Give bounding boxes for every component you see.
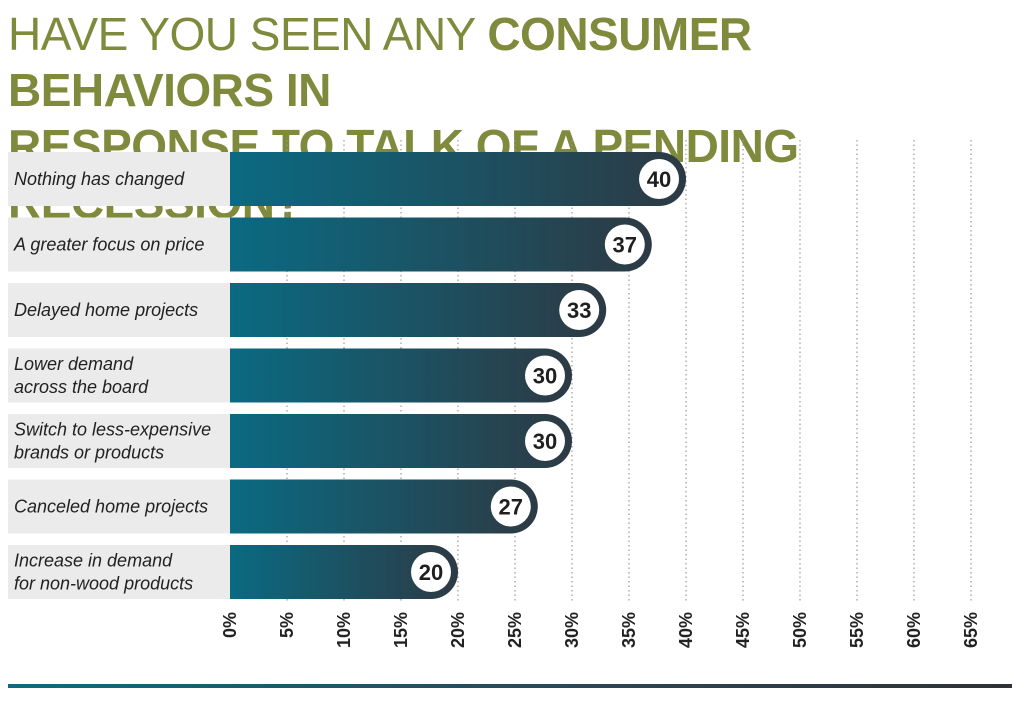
category-label-bg bbox=[8, 283, 230, 337]
value-label: 33 bbox=[567, 298, 591, 323]
value-label: 40 bbox=[647, 167, 671, 192]
x-tick-label: 65% bbox=[961, 612, 981, 648]
category-label: Delayed home projects bbox=[14, 300, 198, 320]
x-tick-label: 15% bbox=[391, 612, 411, 648]
value-label: 30 bbox=[533, 429, 557, 454]
category-label-bg bbox=[8, 545, 230, 599]
x-tick-label: 35% bbox=[619, 612, 639, 648]
x-tick-label: 25% bbox=[505, 612, 525, 648]
category-label: A greater focus on price bbox=[13, 235, 204, 255]
bar bbox=[230, 414, 572, 468]
value-label: 37 bbox=[613, 233, 637, 258]
bar bbox=[230, 283, 607, 337]
value-label: 30 bbox=[533, 364, 557, 389]
x-tick-label: 0% bbox=[220, 612, 240, 638]
bar bbox=[230, 479, 538, 534]
bars: 40 37 33 30 30 27 20 bbox=[230, 152, 686, 599]
x-tick-label: 40% bbox=[676, 612, 696, 648]
x-tick-label: 20% bbox=[448, 612, 468, 648]
category-label-bg bbox=[8, 479, 230, 534]
value-badge bbox=[604, 224, 645, 265]
x-tick-label: 30% bbox=[562, 612, 582, 648]
value-badge bbox=[490, 486, 531, 527]
category-label: Nothing has changed bbox=[14, 169, 185, 189]
bar bbox=[230, 348, 572, 403]
value-badge bbox=[639, 159, 679, 199]
category-label: for non-wood products bbox=[14, 574, 193, 594]
value-label: 20 bbox=[419, 560, 443, 585]
value-badge bbox=[559, 290, 600, 330]
category-label-bg bbox=[8, 348, 230, 403]
category-label: Increase in demand bbox=[14, 551, 173, 571]
category-label-bg bbox=[8, 217, 230, 272]
category-label: across the board bbox=[14, 377, 149, 397]
value-badge bbox=[525, 355, 565, 396]
bar bbox=[230, 152, 686, 206]
bottom-divider bbox=[8, 684, 1012, 688]
x-tick-label: 45% bbox=[733, 612, 753, 648]
bar bbox=[230, 217, 652, 272]
value-label: 27 bbox=[499, 495, 523, 520]
category-label: brands or products bbox=[14, 443, 164, 463]
x-tick-label: 50% bbox=[790, 612, 810, 648]
bar-chart: Nothing has changed A greater focus on pr… bbox=[8, 140, 981, 648]
category-labels: Nothing has changed A greater focus on pr… bbox=[8, 152, 230, 599]
x-axis-tick-labels: 0% 5% 10% 15% 20% 25% 30% 35% 40% 45% 50% 55% 60% 65% bbox=[220, 612, 981, 648]
chart-title-light: HAVE YOU SEEN ANY bbox=[8, 8, 488, 60]
category-label: Switch to less-expensive bbox=[14, 420, 211, 440]
bar bbox=[230, 545, 458, 599]
value-badge bbox=[525, 421, 565, 461]
chart-title-bold-line1: CONSUMER BEHAVIORS IN bbox=[8, 8, 752, 116]
value-badge bbox=[411, 552, 451, 592]
category-label: Canceled home projects bbox=[14, 497, 208, 517]
x-tick-label: 5% bbox=[277, 612, 297, 638]
category-label: Lower demand bbox=[14, 354, 134, 374]
x-tick-label: 10% bbox=[334, 612, 354, 648]
x-tick-label: 55% bbox=[847, 612, 867, 648]
category-label-bg bbox=[8, 152, 230, 206]
x-tick-label: 60% bbox=[904, 612, 924, 648]
category-label-bg bbox=[8, 414, 230, 468]
